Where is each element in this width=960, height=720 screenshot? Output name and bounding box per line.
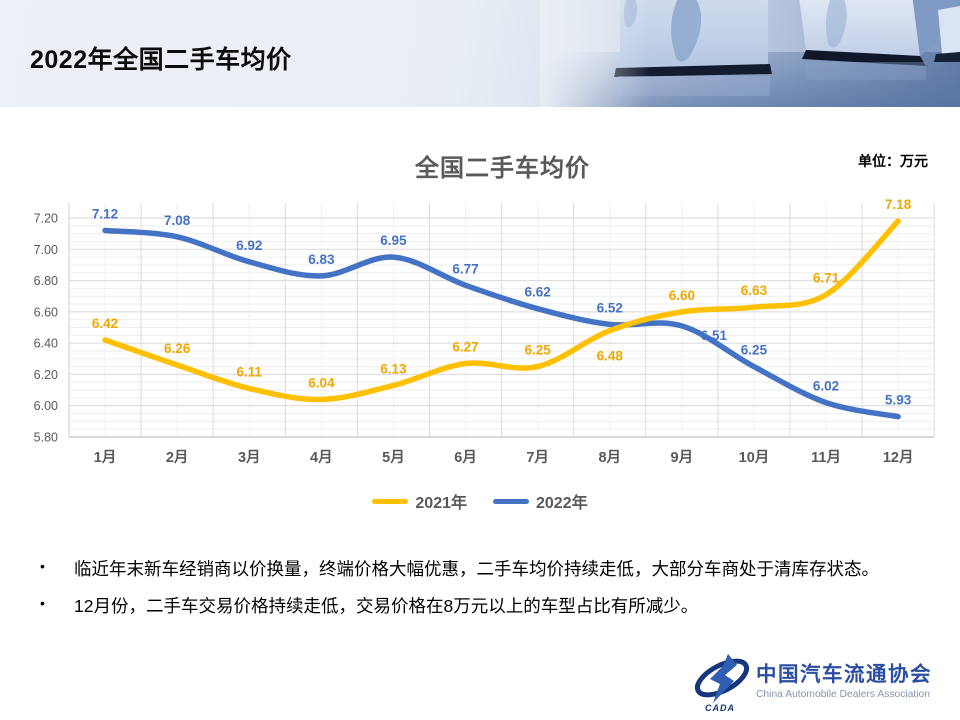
- cada-badge-text: CADA: [705, 703, 735, 713]
- data-label-2022年: 6.25: [741, 343, 768, 358]
- data-label-2021年: 6.26: [164, 341, 191, 356]
- data-label-2021年: 6.42: [92, 316, 118, 331]
- x-axis-tick-label: 9月: [671, 449, 694, 466]
- data-label-2021年: 6.63: [741, 283, 768, 298]
- bullet-icon: •: [40, 595, 45, 612]
- data-label-2022年: 6.02: [813, 379, 839, 394]
- x-axis-tick-label: 8月: [598, 449, 621, 466]
- legend-line-marker-2022: [493, 498, 529, 504]
- data-label-2021年: 6.25: [525, 343, 552, 358]
- globe-cube-icon: [934, 6, 960, 62]
- y-axis-tick-label: 6.40: [34, 337, 58, 351]
- legend-item-2022: 2022年: [493, 489, 588, 513]
- x-axis-tick-label: 11月: [811, 449, 841, 466]
- data-label-2022年: 6.95: [380, 233, 407, 248]
- y-axis-tick-label: 6.60: [34, 305, 58, 319]
- x-axis-tick-label: 7月: [526, 449, 549, 466]
- cada-logo: CADA 中国汽车流通协会 China Automobile Dealers A…: [694, 654, 932, 713]
- series-line-2022年: [102, 227, 901, 420]
- x-axis-tick-label: 2月: [166, 449, 189, 466]
- data-label-2022年: 6.52: [597, 300, 623, 315]
- series-line-2021年: [102, 218, 901, 403]
- chart-title: 全国二手车均价: [415, 155, 590, 182]
- data-label-2021年: 6.11: [236, 365, 262, 380]
- page-title: 2022年全国二手车均价: [30, 46, 292, 74]
- bullet-icon: •: [40, 558, 45, 574]
- list-item: • 12月份，二手车交易价格持续走低，交易价格在8万元以上的车型占比有所减少。: [40, 593, 940, 619]
- unit-label: 单位：万元: [858, 153, 928, 169]
- x-axis-tick-label: 12月: [883, 449, 914, 466]
- notes-list: • 临近年末新车经销商以价换量，终端价格大幅优惠，二手车均价持续走低，大部分车商…: [40, 556, 940, 631]
- price-line-chart: 5.80 6.00 6.20 6.40 6.60 6.80 7.00 7.20 1月 2月 3月 4月…: [34, 197, 935, 466]
- data-label-2021年: 7.18: [885, 197, 912, 212]
- data-label-2022年: 7.08: [164, 213, 191, 228]
- x-axis-tick-label: 6月: [454, 449, 477, 466]
- x-axis-tick-label: 1月: [94, 449, 117, 466]
- cada-logo-cn-text: 中国汽车流通协会: [756, 662, 932, 686]
- header-decoration-image: [540, 0, 960, 107]
- x-axis-tick-label: 3月: [238, 449, 261, 466]
- data-label-2022年: 5.93: [885, 393, 912, 408]
- y-axis-tick-label: 5.80: [34, 431, 58, 445]
- y-axis-tick-label: 6.80: [34, 274, 58, 288]
- data-label-2022年: 6.51: [701, 328, 728, 343]
- data-label-2021年: 6.27: [452, 339, 478, 354]
- legend-line-marker-2021: [372, 498, 409, 504]
- legend-label: 2021年: [415, 495, 467, 512]
- note-text: 12月份，二手车交易价格持续走低，交易价格在8万元以上的车型占比有所减少。: [74, 596, 699, 617]
- data-label-2021年: 6.60: [669, 288, 695, 303]
- legend-label: 2022年: [536, 495, 588, 512]
- data-label-2022年: 6.83: [308, 252, 335, 267]
- note-text: 临近年末新车经销商以价换量，终端价格大幅优惠，二手车均价持续走低，大部分车商处于…: [74, 559, 879, 579]
- chart-legend: 2021年 2022年: [0, 489, 960, 513]
- x-axis-tick-label: 5月: [382, 449, 405, 466]
- data-label-2022年: 7.12: [92, 207, 118, 222]
- data-label-2021年: 6.04: [308, 375, 335, 390]
- list-item: • 临近年末新车经销商以价换量，终端价格大幅优惠，二手车均价持续走低，大部分车商…: [40, 556, 940, 582]
- y-axis-tick-label: 6.00: [34, 399, 58, 413]
- data-label-2021年: 6.48: [597, 349, 624, 364]
- data-label-2021年: 6.71: [813, 271, 840, 286]
- header: 2022年全国二手车均价: [0, 0, 960, 107]
- y-axis-tick-label: 6.20: [34, 368, 58, 382]
- data-label-2022年: 6.77: [452, 261, 478, 276]
- y-axis-tick-label: 7.00: [34, 243, 58, 257]
- legend-item-2021: 2021年: [372, 489, 467, 513]
- y-axis-tick-label: 7.20: [34, 212, 58, 226]
- data-label-2021年: 6.13: [380, 361, 407, 376]
- x-axis-tick-label: 4月: [310, 449, 333, 466]
- cada-logo-en-text: China Automobile Dealers Association: [756, 689, 930, 700]
- data-label-2022年: 6.92: [236, 238, 262, 253]
- cada-logo-mark: CADA: [694, 654, 750, 713]
- x-axis-tick-label: 10月: [739, 449, 770, 466]
- data-label-2022年: 6.62: [525, 285, 551, 300]
